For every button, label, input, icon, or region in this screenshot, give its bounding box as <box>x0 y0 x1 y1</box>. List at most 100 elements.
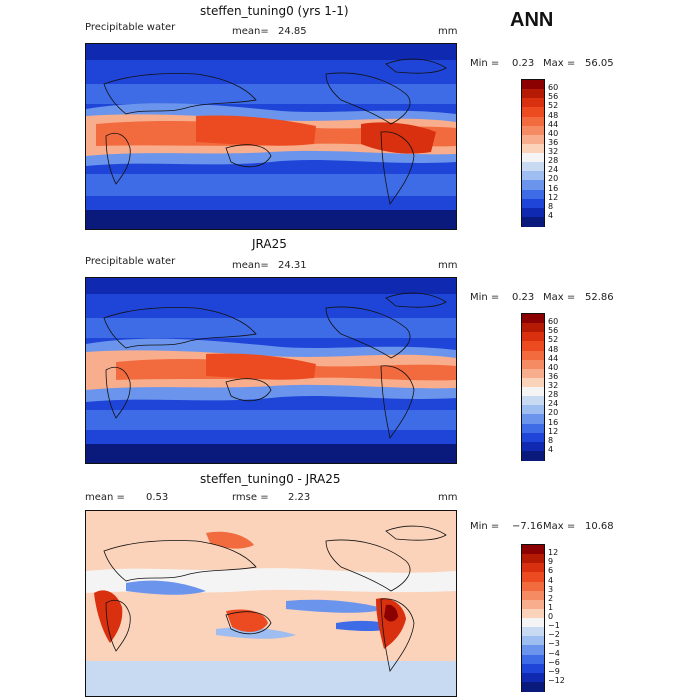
panel1-units: mm <box>438 26 458 37</box>
panel2-field-label: Precipitable water <box>85 256 176 267</box>
colorbar-tick-label: 56 <box>548 326 559 336</box>
panel2-title: JRA25 <box>252 237 287 251</box>
colorbar-segment <box>522 618 544 628</box>
colorbar-tick-label: 4 <box>548 575 554 585</box>
panel2-map <box>85 277 457 464</box>
colorbar-tick-label: 4 <box>548 444 554 454</box>
colorbar-segment <box>522 143 544 154</box>
colorbar-tick-label: 1 <box>548 602 554 612</box>
colorbar-tick-label: 4 <box>548 210 554 220</box>
colorbar-tick-label: 28 <box>548 390 559 400</box>
colorbar-segment <box>522 216 544 227</box>
colorbar-tick-label: 3 <box>548 584 554 594</box>
panel3-colorbar <box>521 544 545 692</box>
colorbar-segment <box>522 125 544 136</box>
colorbar-tick-label: 8 <box>548 201 554 211</box>
panel3-mean-value: 0.53 <box>146 492 169 503</box>
colorbar-segment <box>522 581 544 592</box>
panel3-max-label: Max = <box>543 521 576 532</box>
colorbar-segment <box>522 672 544 683</box>
colorbar-segment <box>522 387 544 397</box>
colorbar-tick-label: 44 <box>548 353 559 363</box>
colorbar-tick-label: 52 <box>548 101 559 111</box>
season-label: ANN <box>510 9 554 31</box>
panel1-field-label: Precipitable water <box>85 22 176 33</box>
panel1-map-svg <box>86 44 456 229</box>
colorbar-tick-label: 12 <box>548 192 559 202</box>
colorbar-tick-label: 40 <box>548 362 559 372</box>
panel2-max-value: 52.86 <box>585 292 614 303</box>
colorbar-tick-label: 16 <box>548 417 559 427</box>
colorbar-tick-label: 2 <box>548 593 554 603</box>
colorbar-segment <box>522 350 544 361</box>
colorbar-segment <box>522 207 544 218</box>
colorbar-segment <box>522 572 544 582</box>
colorbar-segment <box>522 545 544 555</box>
panel3-min-value: −7.16 <box>512 521 543 532</box>
colorbar-segment <box>522 80 544 90</box>
panel1-max-value: 56.05 <box>585 58 614 69</box>
colorbar-tick-label: −1 <box>548 621 560 631</box>
colorbar-segment <box>522 414 544 424</box>
colorbar-tick-label: 28 <box>548 156 559 166</box>
panel2-map-svg <box>86 278 456 463</box>
colorbar-segment <box>522 89 544 99</box>
colorbar-segment <box>522 654 544 665</box>
colorbar-segment <box>522 563 544 573</box>
panel3-min-label: Min = <box>470 521 500 532</box>
colorbar-segment <box>522 198 544 209</box>
panel2-colorbar <box>521 313 545 461</box>
colorbar-segment <box>522 153 544 163</box>
colorbar-tick-label: 52 <box>548 335 559 345</box>
colorbar-tick-label: 56 <box>548 92 559 102</box>
colorbar-tick-label: 60 <box>548 83 559 93</box>
colorbar-segment <box>522 554 544 564</box>
panel1-max-label: Max = <box>543 58 576 69</box>
colorbar-segment <box>522 590 544 601</box>
colorbar-tick-label: 40 <box>548 128 559 138</box>
colorbar-tick-label: −4 <box>548 648 560 658</box>
colorbar-segment <box>522 134 544 145</box>
colorbar-segment <box>522 98 544 108</box>
colorbar-tick-label: −9 <box>548 666 560 676</box>
panel2-mean-value: 24.31 <box>278 260 307 271</box>
panel1-mean-value: 24.85 <box>278 26 307 37</box>
panel2-units: mm <box>438 260 458 271</box>
colorbar-segment <box>522 599 544 610</box>
panel3-max-value: 10.68 <box>585 521 614 532</box>
colorbar-tick-label: −2 <box>548 630 560 640</box>
colorbar-segment <box>522 441 544 452</box>
colorbar-tick-label: 32 <box>548 147 559 156</box>
colorbar-segment <box>522 171 544 181</box>
panel3-map <box>85 510 457 697</box>
colorbar-segment <box>522 432 544 443</box>
colorbar-segment <box>522 368 544 379</box>
colorbar-tick-label: 24 <box>548 399 559 409</box>
colorbar-tick-label: 44 <box>548 119 559 129</box>
panel3-units: mm <box>438 492 458 503</box>
colorbar-segment <box>522 323 544 333</box>
colorbar-segment <box>522 116 544 127</box>
panel1-min-value: 0.23 <box>512 58 535 69</box>
panel1-mean-label: mean= <box>232 26 269 37</box>
colorbar-segment <box>522 405 544 415</box>
colorbar-tick-label: 16 <box>548 183 559 193</box>
colorbar-tick-label: 12 <box>548 548 559 558</box>
colorbar-tick-label: 20 <box>548 408 559 418</box>
colorbar-segment <box>522 180 544 190</box>
panel3-mean-label: mean = <box>85 492 125 503</box>
colorbar-tick-label: 60 <box>548 317 559 327</box>
panel3-rmse-label: rmse = <box>232 492 269 503</box>
colorbar-segment <box>522 663 544 674</box>
colorbar-tick-label: 8 <box>548 435 554 445</box>
colorbar-segment <box>522 107 544 117</box>
colorbar-segment <box>522 636 544 646</box>
colorbar-segment <box>522 162 544 172</box>
colorbar-segment <box>522 450 544 461</box>
panel2-min-label: Min = <box>470 292 500 303</box>
colorbar-segment <box>522 341 544 351</box>
colorbar-segment <box>522 332 544 342</box>
panel1-map <box>85 43 457 230</box>
colorbar-segment <box>522 423 544 434</box>
colorbar-tick-label: 36 <box>548 137 559 147</box>
